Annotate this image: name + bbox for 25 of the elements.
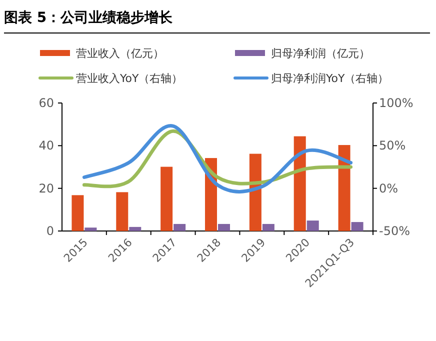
y2-tick-label: 50% xyxy=(379,138,406,153)
y-tick-label: 20 xyxy=(38,181,54,196)
bar xyxy=(129,226,142,231)
bar xyxy=(306,220,319,231)
bar xyxy=(338,145,350,231)
y-tick-label: 0 xyxy=(46,224,54,238)
bar xyxy=(84,228,97,231)
y-tick-label: 40 xyxy=(38,138,54,153)
chart-title: 图表 5：公司业绩稳步增长 xyxy=(4,10,174,26)
bar xyxy=(116,192,128,231)
bar xyxy=(218,224,230,231)
legend-label: 归母净利润YoY（右轴） xyxy=(271,72,389,85)
y-tick-label: 60 xyxy=(38,96,54,110)
y2-tick-label: 100% xyxy=(379,96,414,110)
bar xyxy=(351,222,364,231)
y2-tick-label: -50% xyxy=(379,224,410,238)
bar xyxy=(160,166,173,231)
y2-tick-label: 0% xyxy=(379,181,398,196)
bar xyxy=(262,224,274,231)
bar xyxy=(174,224,186,231)
bar xyxy=(72,195,84,231)
bar xyxy=(294,136,306,231)
legend-label: 营业收入（亿元） xyxy=(76,47,164,60)
legend-label: 归母净利润（亿元） xyxy=(271,47,370,60)
legend-label: 营业收入YoY（右轴） xyxy=(76,72,183,85)
